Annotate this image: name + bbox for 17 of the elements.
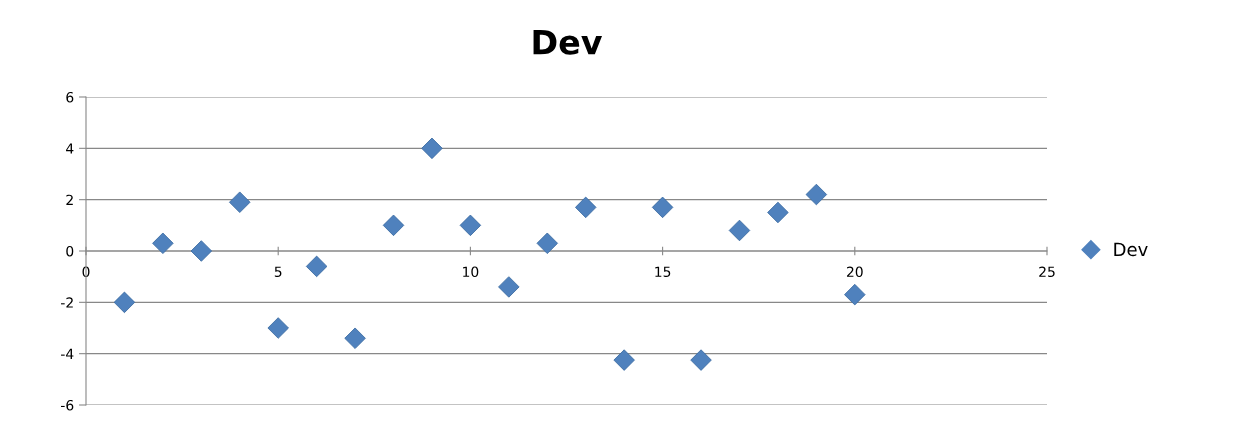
x-tick-label: 10 <box>463 266 479 278</box>
x-tick-label: 25 <box>1039 266 1055 278</box>
chart-title: Dev <box>533 29 603 55</box>
y-tick-label: -6 <box>61 399 74 411</box>
y-tick-label: 4 <box>66 143 74 154</box>
y-tick-label: 6 <box>66 91 74 103</box>
x-tick-label: 0 <box>82 266 90 278</box>
x-tick-label: 20 <box>846 266 863 278</box>
x-tick-label: 15 <box>655 266 671 278</box>
y-tick-label: -4 <box>61 348 74 359</box>
y-tick-label: 0 <box>66 245 74 257</box>
x-tick-label: 5 <box>274 266 282 278</box>
y-tick-label: -2 <box>61 297 73 308</box>
y-tick-label: 2 <box>66 194 73 205</box>
point <box>113 291 136 314</box>
point <box>690 349 712 371</box>
legend-label: Dev <box>1114 242 1148 257</box>
